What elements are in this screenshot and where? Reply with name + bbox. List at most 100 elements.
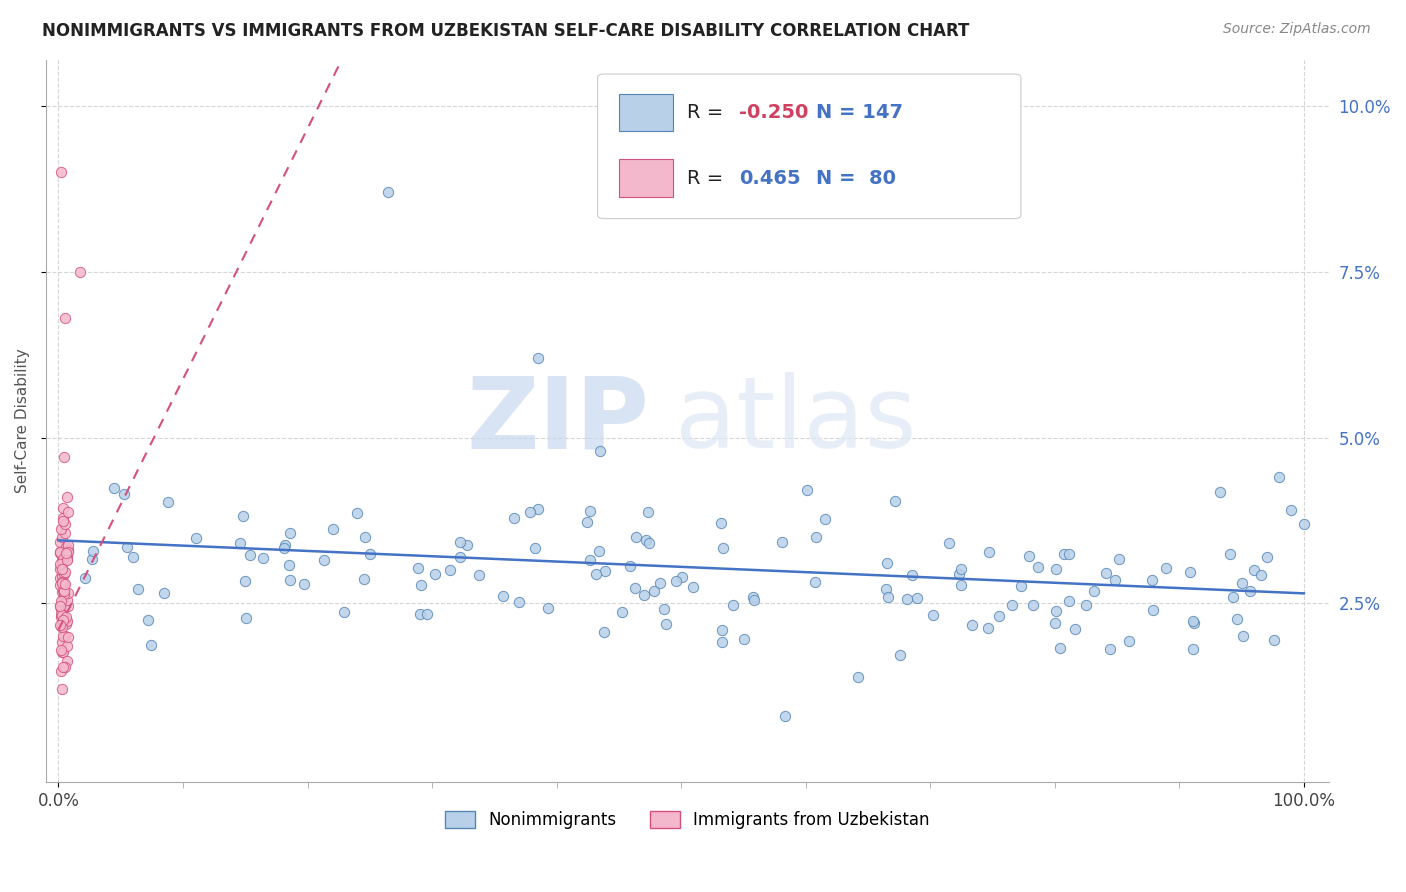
Point bbox=[637, 536, 659, 550]
Point bbox=[508, 595, 530, 609]
Point bbox=[49, 599, 72, 613]
Point bbox=[1095, 566, 1118, 580]
Point bbox=[56, 599, 79, 613]
Text: R =: R = bbox=[688, 169, 730, 188]
FancyBboxPatch shape bbox=[598, 74, 1021, 219]
Point bbox=[1045, 562, 1067, 576]
Point bbox=[52, 645, 75, 659]
Bar bbox=[620, 94, 673, 131]
Point bbox=[1209, 484, 1232, 499]
Point bbox=[1053, 547, 1076, 561]
Point bbox=[69, 265, 91, 279]
Point bbox=[58, 538, 80, 552]
Point bbox=[114, 487, 136, 501]
Point bbox=[278, 573, 301, 587]
Point bbox=[51, 620, 73, 634]
Point bbox=[423, 567, 446, 582]
Point bbox=[49, 599, 72, 614]
Point bbox=[742, 593, 765, 607]
Point bbox=[75, 571, 97, 585]
Point bbox=[55, 654, 77, 668]
Point bbox=[49, 557, 72, 571]
Text: -0.250: -0.250 bbox=[738, 103, 808, 122]
Point bbox=[1118, 634, 1140, 648]
Point bbox=[537, 601, 560, 615]
Point bbox=[589, 443, 612, 458]
Point bbox=[56, 505, 79, 519]
Point bbox=[49, 577, 72, 591]
Point bbox=[1074, 598, 1097, 612]
Point bbox=[82, 544, 104, 558]
Point bbox=[51, 594, 73, 608]
Point bbox=[710, 635, 733, 649]
Point bbox=[314, 553, 336, 567]
Point bbox=[804, 574, 827, 589]
Point bbox=[127, 582, 149, 596]
Point bbox=[322, 522, 344, 536]
Point bbox=[1256, 549, 1278, 564]
Point bbox=[52, 613, 75, 627]
Point bbox=[938, 536, 960, 550]
Point bbox=[139, 638, 162, 652]
Point bbox=[359, 547, 381, 561]
Text: NONIMMIGRANTS VS IMMIGRANTS FROM UZBEKISTAN SELF-CARE DISABILITY CORRELATION CHA: NONIMMIGRANTS VS IMMIGRANTS FROM UZBEKIS… bbox=[42, 22, 970, 40]
Point bbox=[1222, 590, 1244, 604]
Point bbox=[52, 583, 75, 598]
Point bbox=[232, 509, 254, 524]
Point bbox=[1250, 567, 1272, 582]
Point bbox=[235, 611, 257, 625]
Point bbox=[51, 522, 73, 536]
Point bbox=[53, 576, 76, 591]
Point bbox=[52, 515, 75, 529]
Point bbox=[634, 533, 657, 548]
Point bbox=[876, 590, 898, 604]
Point bbox=[346, 506, 368, 520]
Point bbox=[527, 351, 550, 365]
Point bbox=[56, 614, 79, 628]
Point bbox=[439, 563, 461, 577]
Point bbox=[1022, 598, 1045, 612]
Point bbox=[48, 534, 70, 549]
Point bbox=[1219, 547, 1241, 561]
Point bbox=[239, 548, 262, 562]
Point bbox=[682, 580, 704, 594]
Point bbox=[409, 607, 432, 621]
Point bbox=[519, 505, 541, 519]
Text: 0.465: 0.465 bbox=[738, 169, 800, 188]
Point bbox=[1011, 579, 1033, 593]
Text: ZIP: ZIP bbox=[465, 373, 650, 469]
Point bbox=[52, 660, 75, 674]
Point bbox=[56, 593, 79, 607]
Point bbox=[578, 503, 600, 517]
Point bbox=[52, 552, 75, 566]
Text: Source: ZipAtlas.com: Source: ZipAtlas.com bbox=[1223, 22, 1371, 37]
Point bbox=[103, 481, 125, 495]
Point bbox=[51, 607, 73, 622]
Point bbox=[1292, 516, 1315, 531]
Point bbox=[353, 530, 375, 544]
Point bbox=[773, 709, 796, 723]
Point bbox=[1099, 642, 1122, 657]
Point bbox=[53, 660, 76, 674]
Point bbox=[56, 543, 79, 558]
Point bbox=[652, 602, 675, 616]
Point bbox=[988, 608, 1011, 623]
Point bbox=[576, 515, 599, 529]
Point bbox=[524, 541, 547, 556]
Point bbox=[49, 562, 72, 576]
Point bbox=[585, 566, 607, 581]
Point bbox=[711, 623, 734, 637]
Point bbox=[1104, 573, 1126, 587]
Point bbox=[416, 607, 439, 621]
Point bbox=[1142, 602, 1164, 616]
Point bbox=[1059, 594, 1081, 608]
Y-axis label: Self-Care Disability: Self-Care Disability bbox=[15, 349, 30, 493]
Point bbox=[55, 617, 77, 632]
Point bbox=[1243, 563, 1265, 577]
Point bbox=[49, 618, 72, 632]
Point bbox=[711, 541, 734, 556]
Point bbox=[449, 535, 471, 549]
Point bbox=[353, 572, 375, 586]
Point bbox=[53, 587, 76, 601]
Text: atlas: atlas bbox=[675, 373, 917, 469]
